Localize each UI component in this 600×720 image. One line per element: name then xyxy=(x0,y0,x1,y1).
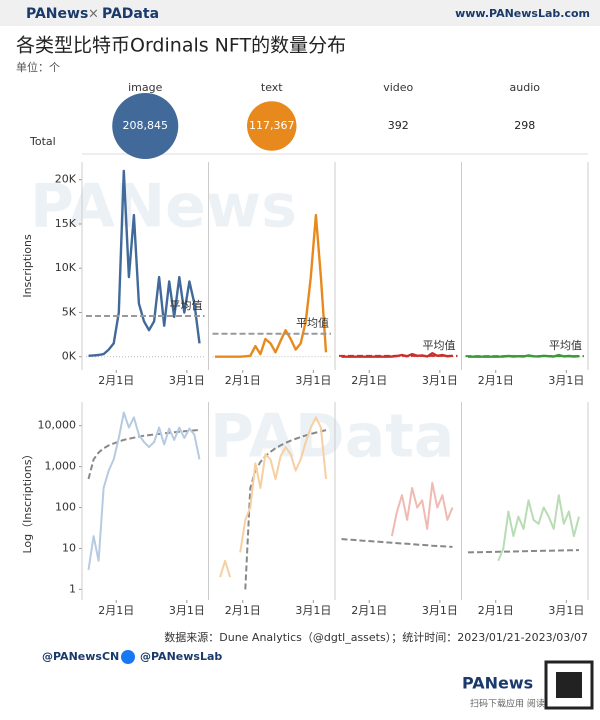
bubble xyxy=(247,101,297,151)
y-axis-label: Log（Inscriptions） xyxy=(21,448,34,553)
x-tick-label: 3月1日 xyxy=(295,374,331,387)
x-tick-label: 2月1日 xyxy=(225,604,261,617)
y-tick-label: 10,000 xyxy=(38,419,77,432)
trend-line xyxy=(341,538,453,548)
average-label: 平均值 xyxy=(549,339,582,352)
column-header: text xyxy=(261,81,283,94)
y-tick-label: 20K xyxy=(55,173,77,186)
watermark: PANews xyxy=(30,172,297,242)
qr-code-inner xyxy=(556,672,582,698)
title: 各类型比特币Ordinals NFT的数量分布 xyxy=(16,35,346,57)
y-tick-label: 10K xyxy=(55,261,77,274)
y-tick-label: 15K xyxy=(55,217,77,230)
trend-line xyxy=(244,429,327,590)
y-axis-label: Inscriptions xyxy=(21,234,34,298)
average-label: 平均值 xyxy=(296,317,329,330)
brand-cross: × xyxy=(88,7,99,22)
x-tick-label: 3月1日 xyxy=(169,374,205,387)
x-tick-label: 2月1日 xyxy=(225,374,261,387)
series-line xyxy=(219,416,327,578)
y-tick-label: 1 xyxy=(69,582,76,595)
x-tick-label: 2月1日 xyxy=(478,374,514,387)
facebook-icon xyxy=(121,650,135,664)
y-tick-label: 0K xyxy=(62,350,77,363)
x-tick-label: 3月1日 xyxy=(169,604,205,617)
social-bar xyxy=(0,640,600,660)
x-tick-label: 2月1日 xyxy=(478,604,514,617)
bubble-label: 117,367 xyxy=(249,119,295,132)
series-line xyxy=(88,169,201,357)
source: 数据来源：Dune Analytics（@dgtl_assets）；统计时间：2… xyxy=(164,630,588,644)
x-tick-label: 3月1日 xyxy=(548,374,584,387)
average-label: 平均值 xyxy=(423,339,456,352)
x-tick-label: 3月1日 xyxy=(422,604,458,617)
facebook: @PANewsLab xyxy=(140,650,222,663)
x-tick-label: 3月1日 xyxy=(548,604,584,617)
brand: PANews xyxy=(26,6,88,22)
x-tick-label: 2月1日 xyxy=(98,374,134,387)
bubble xyxy=(112,93,179,159)
bubble-label: 298 xyxy=(514,119,535,132)
x-tick-label: 2月1日 xyxy=(98,604,134,617)
header-bar xyxy=(0,0,600,26)
row-label: Total xyxy=(29,135,56,148)
x-tick-label: 2月1日 xyxy=(351,374,387,387)
bubble-label: 392 xyxy=(388,119,409,132)
trend-line xyxy=(87,428,200,480)
series-line xyxy=(215,213,328,358)
average-label: 平均值 xyxy=(170,299,203,312)
series-line xyxy=(87,411,201,571)
y-tick-label: 1,000 xyxy=(45,460,77,473)
x-tick-label: 3月1日 xyxy=(422,374,458,387)
unit: 单位：个 xyxy=(16,60,60,74)
trend-line xyxy=(467,549,580,554)
bubble-label: 208,845 xyxy=(123,119,169,132)
y-tick-label: 100 xyxy=(55,501,76,514)
series-line xyxy=(497,494,580,562)
brand2: PAData xyxy=(102,6,159,22)
column-header: image xyxy=(128,81,162,94)
series-line xyxy=(390,481,454,537)
column-header: audio xyxy=(510,81,541,94)
site: www.PANewsLab.com xyxy=(455,7,590,20)
y-tick-label: 5K xyxy=(62,305,77,318)
x-tick-label: 3月1日 xyxy=(295,604,331,617)
column-header: video xyxy=(383,81,413,94)
y-tick-label: 10 xyxy=(62,541,76,554)
watermark: PAData xyxy=(210,402,454,472)
qr-note: 扫码下载应用 阅读原文 xyxy=(470,698,563,710)
x-tick-label: 2月1日 xyxy=(351,604,387,617)
twitter: @PANewsCN xyxy=(42,650,119,663)
footer-brand: PANews xyxy=(462,674,533,693)
